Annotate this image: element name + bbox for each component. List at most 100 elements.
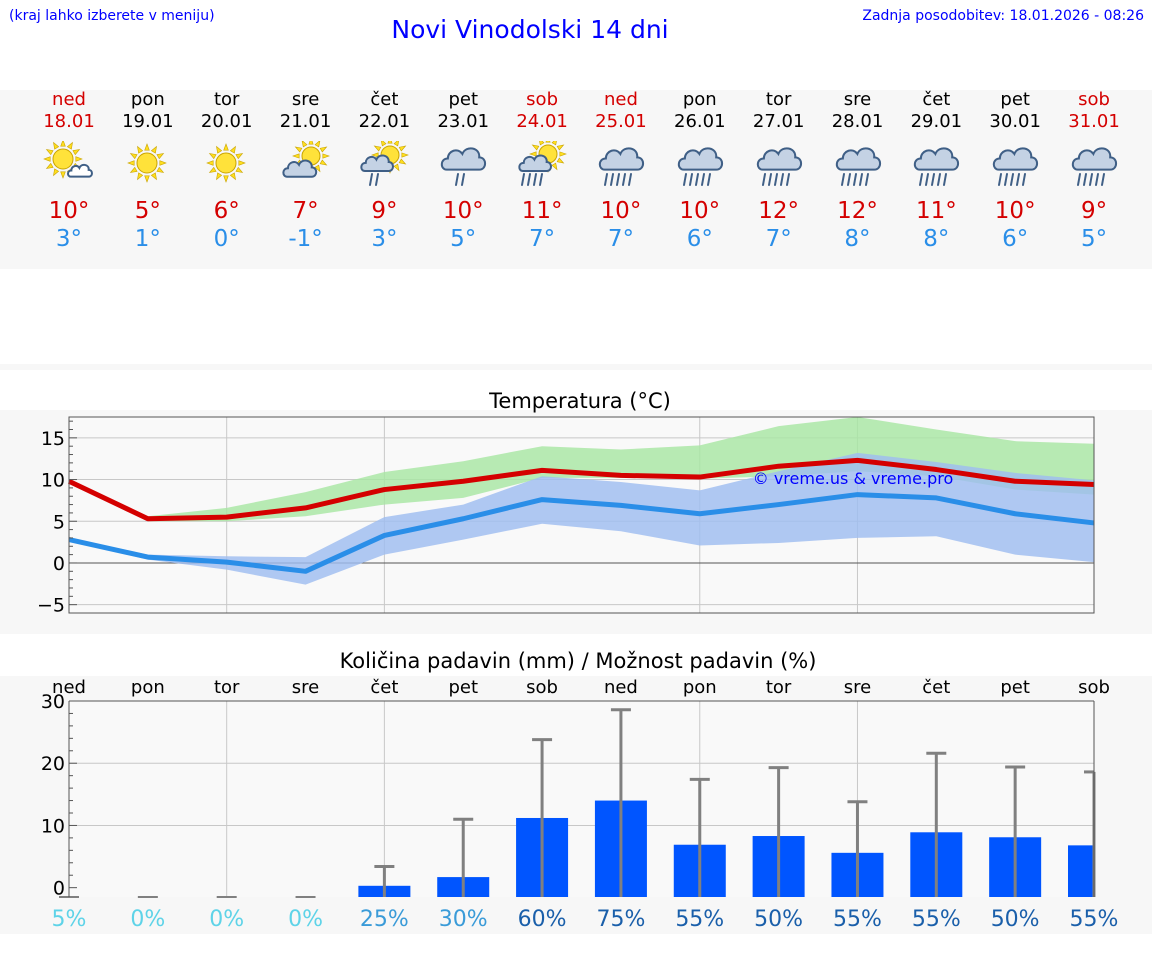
day-name: čet — [370, 89, 399, 110]
precipitation-chance-label: 0% — [288, 907, 323, 932]
day-date: 27.01 — [752, 111, 805, 132]
day-name: sob — [1078, 89, 1110, 110]
cloud-rain-icon — [835, 147, 881, 186]
min-temperature-line — [68, 492, 1095, 574]
precipitation-chance-label: 55% — [833, 907, 882, 932]
min-temperature: 1° — [134, 226, 161, 252]
precipitation-chance-label: 60% — [518, 907, 567, 932]
forecast-day: pon 26.01 10° 6° — [660, 88, 739, 253]
precipitation-chance-label: 55% — [1070, 907, 1119, 932]
precipitation-day-label: tor — [214, 677, 240, 698]
min-temperature: 5° — [1080, 226, 1108, 252]
precipitation-day-label: čet — [370, 677, 398, 698]
precipitation-chance-label: 55% — [912, 907, 961, 932]
forecast-day: ned 18.01 10° 3° — [30, 88, 109, 253]
temperature-plot-frame — [68, 416, 1095, 614]
temperature-y-tick-label: 0 — [53, 553, 65, 575]
last-update-label: Zadnja posodobitev: 18.01.2026 - 08:26 — [862, 8, 1144, 24]
precipitation-day-label: pon — [131, 677, 165, 698]
day-date: 21.01 — [279, 111, 332, 132]
min-range-band — [69, 452, 1094, 585]
min-temperature: 7° — [529, 226, 556, 252]
precipitation-day-label: sre — [844, 677, 871, 698]
separator-band — [0, 364, 1152, 370]
cloud-rain-icon — [598, 147, 645, 186]
precipitation-chance-label: 0% — [130, 907, 165, 932]
precipitation-chance-label: 55% — [675, 907, 724, 932]
max-temperature: 9° — [1080, 198, 1108, 224]
day-date: 18.01 — [43, 111, 95, 132]
forecast-day: sre 21.01 7° -1° — [266, 88, 345, 253]
day-date: 25.01 — [595, 111, 647, 132]
precipitation-y-tick-label: 20 — [41, 753, 65, 775]
day-name: čet — [922, 89, 951, 110]
temperature-y-tick-label: −5 — [37, 595, 65, 617]
precipitation-y-tick-label: 10 — [41, 815, 65, 837]
max-temperature: 10° — [994, 198, 1036, 224]
cloud-rain-icon — [677, 147, 723, 186]
min-temperature: 8° — [923, 226, 950, 252]
precipitation-chance-label: 75% — [596, 907, 645, 932]
min-temperature: 7° — [765, 226, 792, 252]
precipitation-day-label: pet — [1000, 677, 1030, 698]
max-temperature: 5° — [134, 198, 161, 224]
day-name: pet — [1000, 89, 1030, 110]
day-date: 26.01 — [674, 111, 726, 132]
min-temperature: 0° — [213, 226, 240, 252]
sun-icon — [126, 143, 167, 183]
precipitation-y-tick-label: 0 — [53, 878, 65, 900]
min-temperature: 5° — [450, 226, 477, 252]
day-date: 29.01 — [910, 111, 963, 132]
forecast-day: čet 22.01 9° 3° — [345, 88, 424, 253]
cloud-light-rain-icon — [441, 147, 487, 186]
daily-forecast-row: ned 18.01 10° 3° pon 19.01 5° 1° tor 20.01 6° 0° sre… — [30, 88, 1136, 263]
temperature-chart-title: Temperatura (°C) — [488, 389, 671, 413]
forecast-day: ned 25.01 10° 7° — [581, 88, 660, 253]
day-name: ned — [52, 89, 86, 110]
temperature-y-tick-label: 15 — [41, 428, 65, 450]
precipitation-y-tick-label: 30 — [41, 691, 65, 713]
precipitation-day-label: tor — [766, 677, 792, 698]
precipitation-chart: Količina padavin (mm) / Možnost padavin … — [41, 649, 1119, 932]
precipitation-day-label: sob — [1078, 677, 1110, 698]
forecast-day: pet 23.01 10° 5° — [424, 88, 503, 253]
precipitation-day-label: sob — [526, 677, 558, 698]
precipitation-chance-label: 0% — [209, 907, 244, 932]
min-temperature: 3° — [55, 226, 83, 252]
precipitation-day-label: ned — [604, 677, 638, 698]
max-temperature: 11° — [915, 198, 957, 224]
sun-behind-cloud-icon — [281, 141, 330, 178]
forecast-day: sob 31.01 9° 5° — [1055, 88, 1134, 253]
max-temperature: 10° — [48, 198, 90, 224]
day-date: 23.01 — [437, 111, 490, 132]
precipitation-chance-label: 30% — [439, 907, 488, 932]
day-name: sre — [843, 89, 872, 110]
cloud-rain-icon — [993, 147, 1039, 186]
max-temperature: 7° — [292, 198, 319, 224]
precipitation-day-label: čet — [922, 677, 950, 698]
forecast-day: pet 30.01 10° 6° — [976, 88, 1055, 253]
temperature-y-tick-label: 5 — [53, 511, 65, 533]
precipitation-chance-label: 5% — [52, 907, 87, 932]
day-date: 22.01 — [358, 111, 411, 132]
day-date: 31.01 — [1068, 111, 1120, 132]
forecast-day: tor 27.01 12° 7° — [739, 88, 818, 253]
day-name: pet — [448, 89, 479, 110]
max-temperature: 10° — [442, 198, 484, 224]
page-title: Novi Vinodolski 14 dni — [391, 15, 669, 44]
max-temperature: 6° — [213, 198, 240, 224]
cloud-rain-icon — [1071, 147, 1118, 186]
min-temperature: 6° — [686, 226, 713, 252]
precipitation-day-label: sre — [292, 677, 319, 698]
day-date: 20.01 — [200, 111, 253, 132]
day-name: tor — [765, 89, 792, 110]
day-name: pon — [682, 89, 717, 110]
chart-watermark: © vreme.us & vreme.pro — [753, 469, 954, 488]
precipitation-chance-label: 25% — [360, 907, 409, 932]
day-name: pon — [130, 89, 165, 110]
forecast-day: pon 19.01 5° 1° — [108, 88, 187, 253]
day-name: sob — [526, 89, 558, 110]
min-temperature: 6° — [1002, 226, 1029, 252]
cloud-rain-icon — [914, 147, 960, 186]
temperature-y-tick-label: 10 — [41, 470, 65, 492]
